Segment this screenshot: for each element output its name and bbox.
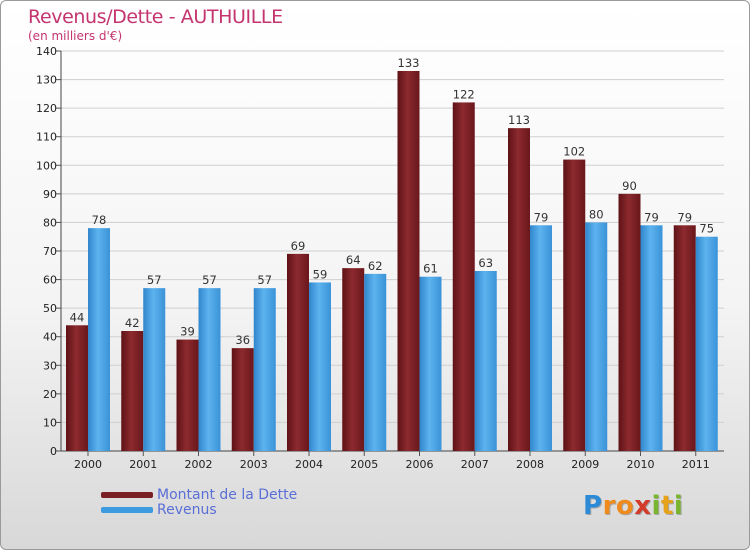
data-labels: 44 78 42 57 39 57 36 57 69 59 64 62 133 61 122 63 113 79 1…	[70, 56, 714, 347]
bar-dette-2001	[121, 331, 144, 451]
axes: 0 10 20 30 40 50 60 70 80 90 100 110 120 130 140 2000 20…	[36, 45, 724, 471]
bar-revenus-2001	[143, 288, 166, 451]
data-label-dette-2002: 39	[180, 325, 195, 339]
bar-revenus-2004	[309, 282, 331, 451]
legend-swatch-revenus	[101, 506, 153, 513]
data-label-revenus-2008: 79	[534, 210, 549, 224]
y-tick-label: 50	[43, 302, 57, 315]
data-label-revenus-2002: 57	[202, 273, 217, 287]
data-label-dette-2003: 36	[235, 333, 250, 347]
y-tick-label: 140	[36, 45, 57, 58]
data-label-dette-2004: 69	[291, 239, 306, 253]
data-label-dette-2009: 102	[563, 145, 585, 159]
data-label-revenus-2004: 59	[313, 267, 328, 281]
bar-dette-2006	[397, 71, 420, 451]
data-label-revenus-2000: 78	[92, 213, 107, 227]
data-label-dette-2010: 90	[622, 179, 637, 193]
bar-revenus-2000	[88, 228, 110, 451]
data-label-dette-2008: 113	[508, 113, 530, 127]
data-label-revenus-2006: 61	[423, 262, 438, 276]
data-label-dette-2000: 44	[70, 310, 85, 324]
bar-dette-2011	[673, 225, 696, 451]
bar-revenus-2011	[695, 236, 718, 451]
bar-dette-2007	[452, 102, 475, 451]
y-tick-label: 60	[43, 274, 57, 287]
bar-dette-2008	[508, 128, 530, 451]
x-tick-label: 2008	[516, 458, 544, 471]
x-tick-label: 2011	[682, 458, 710, 471]
y-tick-label: 120	[36, 102, 57, 115]
data-label-revenus-2001: 57	[147, 273, 162, 287]
legend-label-dette: Montant de la Dette	[157, 486, 298, 503]
y-tick-label: 40	[43, 331, 57, 344]
y-tick-label: 110	[36, 131, 57, 144]
y-tick-label: 100	[36, 159, 57, 172]
data-label-dette-2011: 79	[677, 210, 692, 224]
bar-revenus-2003	[253, 288, 276, 451]
data-label-revenus-2007: 63	[478, 256, 493, 270]
bar-revenus-2006	[419, 276, 442, 451]
x-tick-label: 2010	[627, 458, 655, 471]
y-tick-label: 70	[43, 245, 57, 258]
x-tick-label: 2007	[461, 458, 489, 471]
data-label-revenus-2003: 57	[257, 273, 272, 287]
logo-letter: r	[602, 491, 616, 521]
bar-revenus-2005	[364, 273, 387, 451]
data-label-revenus-2005: 62	[368, 259, 383, 273]
bar-revenus-2007	[474, 271, 497, 451]
y-tick-label: 130	[36, 74, 57, 87]
chart-subtitle: (en milliers d'€)	[28, 29, 123, 43]
data-label-dette-2007: 122	[453, 87, 475, 101]
y-tick-label: 20	[43, 388, 57, 401]
bar-revenus-2002	[198, 288, 221, 451]
x-tick-label: 2002	[185, 458, 213, 471]
bar-dette-2005	[342, 268, 365, 451]
grid-lines	[61, 50, 724, 452]
x-tick-label: 2005	[350, 458, 378, 471]
bar-dette-2002	[176, 339, 199, 451]
logo-letter: P	[583, 491, 603, 521]
data-label-revenus-2011: 75	[699, 222, 714, 236]
legend-item-dette: Montant de la Dette	[101, 486, 298, 503]
y-tick-label: 80	[43, 216, 57, 229]
data-label-revenus-2009: 80	[589, 207, 604, 221]
legend-label-revenus: Revenus	[157, 501, 217, 518]
x-tick-label: 2003	[240, 458, 268, 471]
bar-revenus-2010	[640, 225, 663, 451]
y-tick-label: 0	[50, 445, 57, 458]
x-tick-label: 2009	[571, 458, 599, 471]
chart-title: Revenus/Dette - AUTHUILLE	[28, 6, 283, 28]
proxiti-logo: Proxiti	[583, 491, 683, 521]
logo-letter: o	[615, 491, 635, 521]
bar-dette-2003	[231, 348, 254, 451]
legend-item-revenus: Revenus	[101, 501, 297, 518]
x-tick-label: 2001	[129, 458, 157, 471]
logo-letter: i	[651, 491, 661, 521]
bar-dette-2010	[618, 193, 641, 451]
data-label-revenus-2010: 79	[644, 210, 659, 224]
legend-swatch-dette	[101, 491, 153, 498]
logo-letter: i	[673, 491, 684, 521]
data-label-dette-2005: 64	[346, 253, 361, 267]
y-tick-label: 30	[43, 359, 57, 372]
x-tick-label: 2004	[295, 458, 323, 471]
data-label-dette-2001: 42	[125, 316, 140, 330]
y-tick-label: 90	[43, 188, 57, 201]
x-tick-label: 2000	[74, 458, 102, 471]
bar-dette-2000	[66, 325, 88, 451]
data-label-dette-2006: 133	[398, 56, 420, 70]
logo-letter: t	[660, 491, 674, 521]
bars	[66, 71, 718, 452]
logo-letter: x	[634, 491, 652, 521]
bar-revenus-2008	[530, 225, 552, 451]
y-tick-label: 10	[43, 416, 57, 429]
bar-dette-2004	[287, 253, 309, 451]
legend: Montant de la Dette Revenus	[101, 486, 298, 518]
bar-revenus-2009	[585, 222, 608, 451]
x-tick-label: 2006	[406, 458, 434, 471]
bar-dette-2009	[563, 159, 586, 452]
